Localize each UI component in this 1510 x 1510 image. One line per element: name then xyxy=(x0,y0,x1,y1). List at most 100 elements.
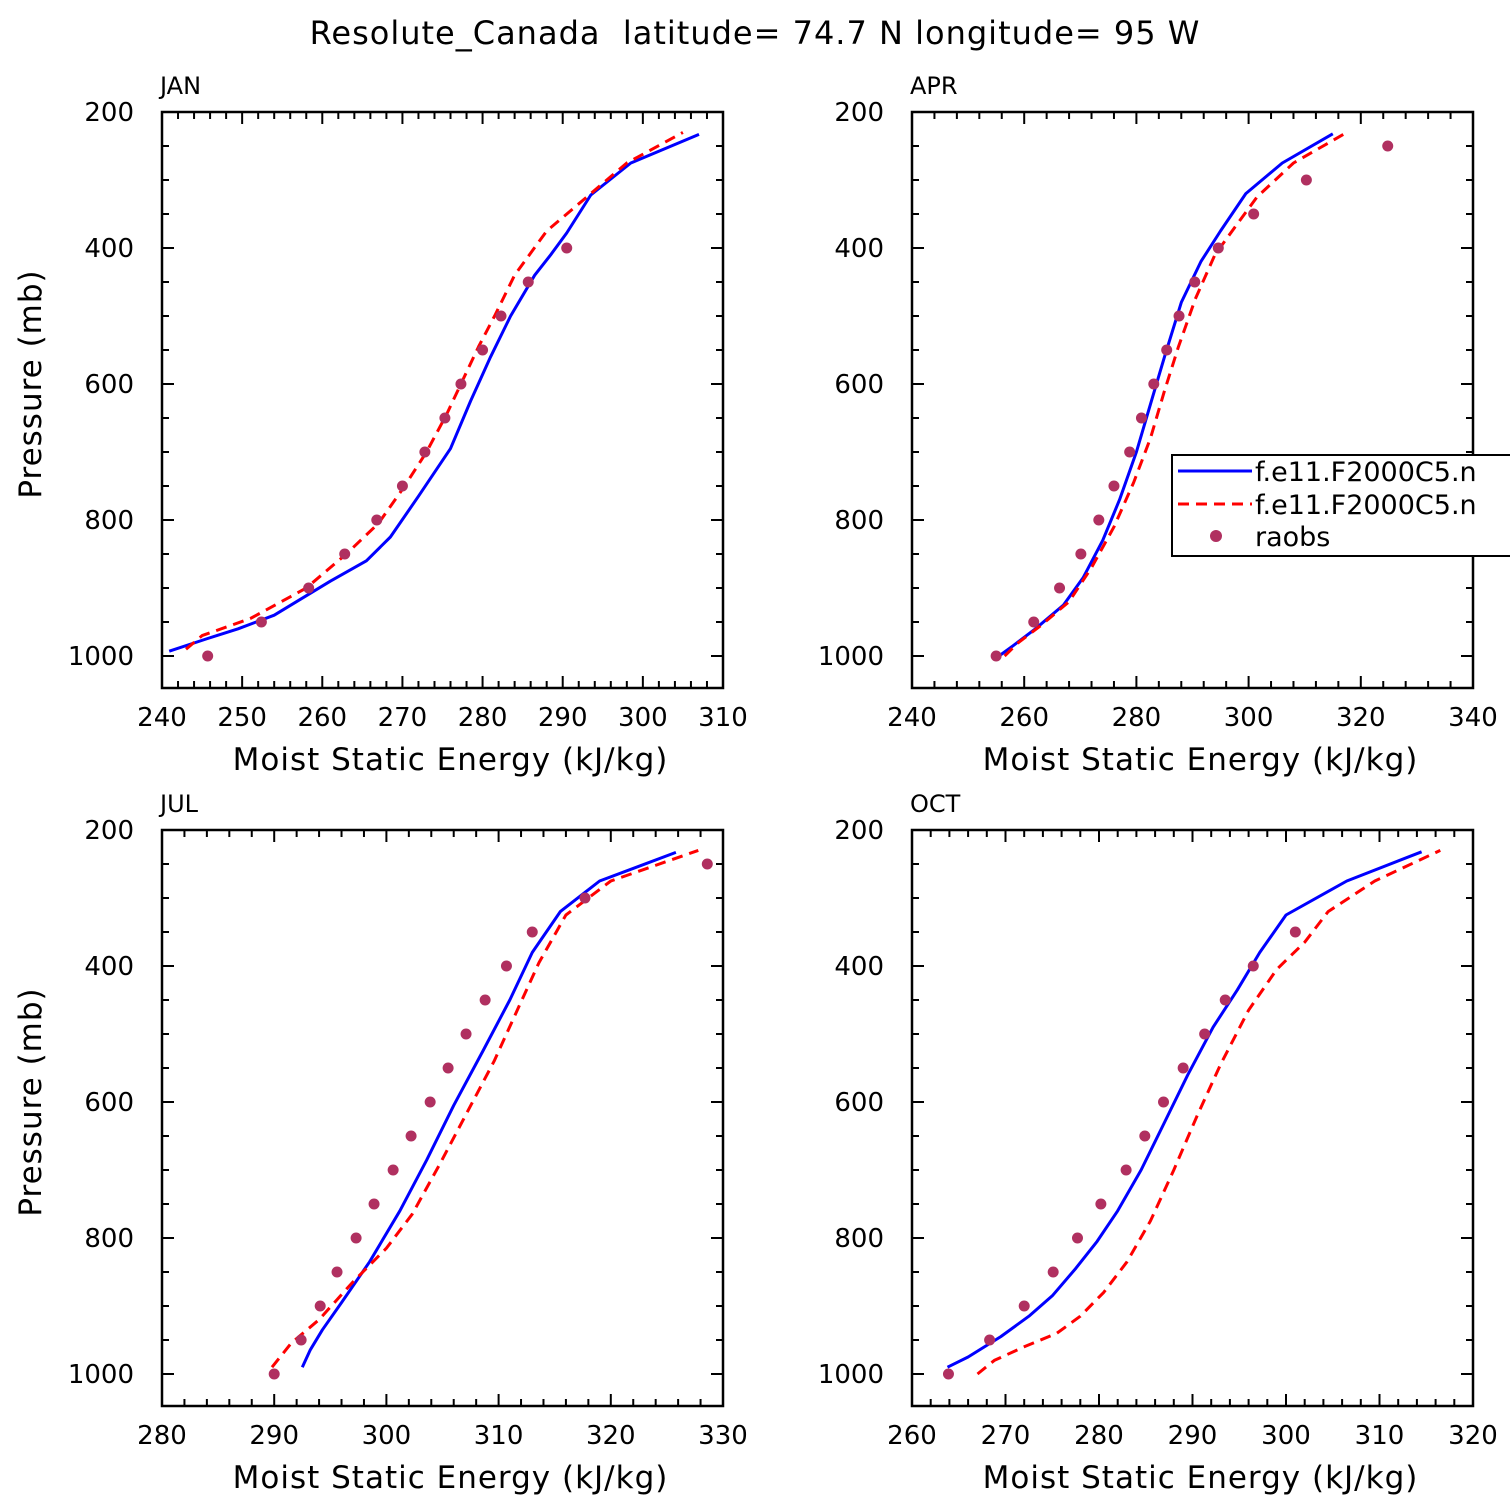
series-group xyxy=(990,131,1394,662)
plot-frame xyxy=(910,110,1475,690)
panel-jan: JAN 240 250 260 270 280 290 300 310 200 400 600 800 1… xyxy=(13,72,748,778)
raobs-point xyxy=(1248,208,1260,220)
x-tick-label: 300 xyxy=(1261,1421,1311,1451)
x-tick-label: 260 xyxy=(887,1421,937,1451)
raobs-point xyxy=(1095,1198,1107,1210)
series-group xyxy=(268,848,713,1380)
raobs-point xyxy=(331,1266,343,1278)
y-tick-label: 600 xyxy=(834,370,884,400)
x-tick-label: 280 xyxy=(1074,1421,1124,1451)
x-tick-label: 330 xyxy=(698,1421,748,1451)
legend-label-dashed: f.e11.F2000C5.n xyxy=(1255,490,1477,521)
plot-frame xyxy=(160,110,725,690)
raobs-point xyxy=(1300,174,1312,186)
raobs-point xyxy=(1158,1096,1170,1108)
raobs-point xyxy=(350,1232,362,1244)
raobs-point xyxy=(255,616,267,628)
x-tick-label: 290 xyxy=(249,1421,299,1451)
raobs-point xyxy=(479,994,491,1006)
series-line-solid xyxy=(168,133,700,653)
y-tick-label: 600 xyxy=(84,370,134,400)
raobs-point xyxy=(202,650,214,662)
raobs-point xyxy=(1135,412,1147,424)
raobs-point xyxy=(522,276,534,288)
y-tick-label: 200 xyxy=(84,816,134,846)
raobs-point xyxy=(1173,310,1185,322)
panel-title: JUL xyxy=(158,790,199,818)
x-tick-label: 240 xyxy=(887,703,937,733)
series-group xyxy=(942,849,1441,1380)
series-line-dashed xyxy=(185,131,684,651)
raobs-point xyxy=(990,650,1002,662)
y-tick-label: 200 xyxy=(834,98,884,128)
x-tick-label: 280 xyxy=(1112,703,1162,733)
y-tick-label: 400 xyxy=(84,952,134,982)
raobs-point xyxy=(405,1130,417,1142)
panel-oct: OCT 260 270 280 290 300 310 320 200 400 600 800 1000… xyxy=(818,790,1498,1496)
x-tick-label: 320 xyxy=(1336,703,1386,733)
raobs-point xyxy=(1212,242,1224,254)
raobs-point xyxy=(701,858,713,870)
series-line-solid xyxy=(300,850,677,1368)
y-tick-label: 800 xyxy=(84,1224,134,1254)
figure-title: Resolute_Canada latitude= 74.7 N longitu… xyxy=(310,14,1201,52)
legend-marker-dot xyxy=(1210,530,1222,542)
raobs-point xyxy=(314,1300,326,1312)
raobs-point xyxy=(1148,378,1160,390)
raobs-point xyxy=(1075,548,1087,560)
panel-title: OCT xyxy=(910,790,961,818)
y-tick-label: 800 xyxy=(84,506,134,536)
x-tick-label: 290 xyxy=(538,703,588,733)
raobs-point xyxy=(1120,1164,1132,1176)
raobs-point xyxy=(579,892,591,904)
x-tick-label: 260 xyxy=(999,703,1049,733)
raobs-point xyxy=(561,242,573,254)
x-tick-label: 300 xyxy=(618,703,668,733)
y-axis-label: Pressure (mb) xyxy=(13,987,49,1216)
raobs-point xyxy=(1028,616,1040,628)
legend-label-raobs: raobs xyxy=(1255,522,1330,553)
raobs-point xyxy=(495,310,507,322)
raobs-point xyxy=(1189,276,1201,288)
raobs-point xyxy=(984,1334,996,1346)
raobs-point xyxy=(942,1368,954,1380)
raobs-point xyxy=(1093,514,1105,526)
raobs-point xyxy=(339,548,351,560)
x-tick-label: 340 xyxy=(1448,703,1498,733)
y-tick-label: 800 xyxy=(834,1224,884,1254)
raobs-point xyxy=(1219,994,1231,1006)
plot-frame xyxy=(910,828,1475,1408)
raobs-point xyxy=(1108,480,1120,492)
y-tick-label: 200 xyxy=(84,98,134,128)
raobs-point xyxy=(455,378,467,390)
x-tick-label: 310 xyxy=(1355,1421,1405,1451)
series-line-dashed xyxy=(976,849,1441,1376)
raobs-point xyxy=(268,1368,280,1380)
raobs-point xyxy=(1161,344,1173,356)
y-tick-label: 200 xyxy=(834,816,884,846)
x-axis-label: Moist Static Energy (kJ/kg) xyxy=(983,1460,1419,1496)
series-line-dashed xyxy=(1003,131,1348,658)
raobs-point xyxy=(1018,1300,1030,1312)
series-line-solid xyxy=(946,850,1423,1369)
raobs-point xyxy=(477,344,489,356)
y-tick-label: 1000 xyxy=(68,642,134,672)
raobs-point xyxy=(500,960,512,972)
plot-frame xyxy=(160,828,725,1408)
raobs-point xyxy=(1139,1130,1151,1142)
x-tick-label: 300 xyxy=(362,1421,412,1451)
raobs-point xyxy=(396,480,408,492)
x-tick-label: 290 xyxy=(1168,1421,1218,1451)
raobs-point xyxy=(1054,582,1066,594)
raobs-point xyxy=(387,1164,399,1176)
raobs-point xyxy=(419,446,431,458)
x-axis-label: Moist Static Energy (kJ/kg) xyxy=(983,742,1419,778)
x-tick-label: 240 xyxy=(137,703,187,733)
panel-title: APR xyxy=(910,72,958,100)
raobs-point xyxy=(303,582,315,594)
legend: f.e11.F2000C5.n f.e11.F2000C5.n raobs xyxy=(1171,454,1510,557)
panel-jul: JUL 280 290 300 310 320 330 200 400 600 800 1000 Moi… xyxy=(13,790,748,1496)
raobs-point xyxy=(442,1062,454,1074)
raobs-point xyxy=(1289,926,1301,938)
